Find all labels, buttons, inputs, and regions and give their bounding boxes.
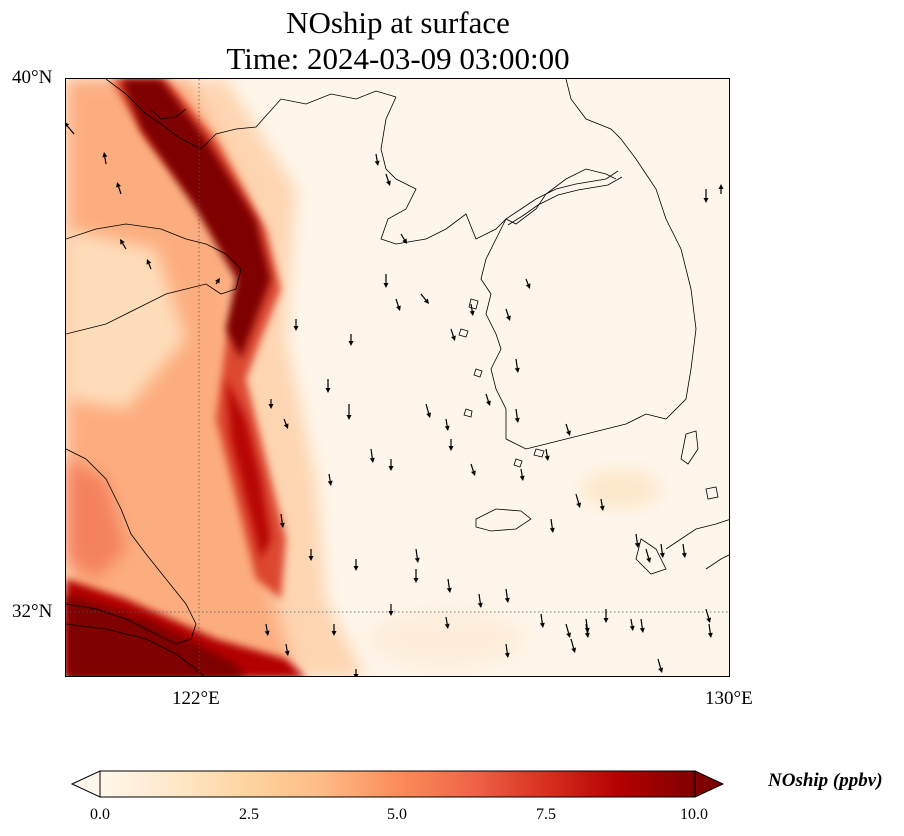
map-title-line1: NOship at surface <box>286 5 510 40</box>
wind-arrow <box>395 298 401 311</box>
wind-arrow <box>348 334 354 346</box>
wind-arrow <box>369 448 375 463</box>
wind-vectors <box>66 122 724 676</box>
wind-arrow <box>703 189 709 203</box>
wind-arrow <box>705 608 712 623</box>
lon-label-122e: 122°E <box>172 688 220 709</box>
gridlines <box>66 79 729 676</box>
colorbar-extend-low <box>70 770 101 798</box>
wind-arrow <box>469 303 475 316</box>
wind-arrow <box>707 623 713 638</box>
wind-arrow <box>448 439 454 451</box>
wind-arrow <box>346 404 352 420</box>
wind-arrow <box>539 613 545 628</box>
wind-arrow <box>659 543 665 558</box>
wind-arrow <box>450 328 456 341</box>
wind-arrow <box>383 274 389 288</box>
wind-arrow <box>565 623 572 638</box>
wind-arrow <box>505 308 511 321</box>
wind-arrow <box>388 459 394 471</box>
lon-label-130e: 130°E <box>705 688 753 709</box>
map-panel <box>65 78 730 677</box>
wind-arrow <box>120 239 127 250</box>
wind-arrow <box>374 153 380 166</box>
wind-arrow <box>293 319 299 331</box>
wind-arrow <box>331 624 337 636</box>
wind-arrow <box>327 473 333 486</box>
wind-arrow <box>413 569 419 583</box>
wind-arrow <box>446 578 452 593</box>
lat-label-40n: 40°N <box>12 67 53 88</box>
map-title-line2: Time: 2024-03-09 03:00:00 <box>226 41 570 76</box>
wind-arrow <box>102 152 108 165</box>
wind-arrow <box>514 408 520 423</box>
colorbar-tick: 10.0 <box>680 806 708 823</box>
wind-arrow <box>645 548 652 563</box>
colorbar-tick: 2.5 <box>239 806 259 823</box>
colorbar-tick: 0.0 <box>90 806 110 823</box>
wind-arrow <box>268 399 274 409</box>
wind-arrow <box>639 618 645 633</box>
wind-arrow <box>657 658 664 673</box>
wind-arrow <box>584 623 590 638</box>
wind-arrow <box>66 122 75 135</box>
colorbar-gradient <box>99 770 696 798</box>
wind-arrow <box>718 184 724 194</box>
wind-arrow <box>603 609 609 623</box>
wind-arrow <box>215 278 220 285</box>
colorbar-tick: 7.5 <box>536 806 556 823</box>
wind-arrow <box>279 513 285 528</box>
wind-arrow <box>353 559 359 571</box>
wind-arrow <box>414 548 420 563</box>
wind-arrow <box>599 498 605 511</box>
wind-arrow <box>388 604 394 616</box>
wind-arrow <box>514 358 520 373</box>
wind-arrow <box>444 418 450 431</box>
wind-arrow <box>681 543 687 558</box>
wind-arrow <box>629 618 635 631</box>
wind-arrow <box>570 638 577 653</box>
wind-arrow <box>385 173 391 186</box>
wind-arrow <box>565 423 571 436</box>
wind-arrow <box>400 233 407 244</box>
coastlines <box>66 79 729 676</box>
wind-arrow <box>325 379 331 393</box>
wind-arrow <box>634 533 640 548</box>
wind-arrow <box>477 593 483 608</box>
colorbar <box>70 770 725 798</box>
lat-label-32n: 32°N <box>12 601 53 622</box>
wind-arrow <box>575 493 582 508</box>
colorbar-tick: 5.0 <box>387 806 407 823</box>
wind-arrow <box>308 549 314 561</box>
wind-arrow <box>283 418 289 429</box>
wind-arrow <box>444 616 450 629</box>
wind-arrow <box>519 468 525 481</box>
wind-arrow <box>549 518 555 533</box>
wind-arrow <box>116 182 122 195</box>
wind-arrow <box>544 448 550 461</box>
wind-arrow <box>504 643 510 658</box>
colorbar-extend-high <box>694 770 725 798</box>
wind-arrow <box>485 393 491 406</box>
wind-arrow <box>504 588 510 603</box>
wind-arrow <box>470 463 476 476</box>
wind-arrow <box>425 403 432 418</box>
wind-arrow <box>353 669 359 676</box>
colorbar-label: NOship (ppbv) <box>768 770 883 791</box>
wind-arrow <box>420 293 429 304</box>
noship-field <box>66 79 729 676</box>
